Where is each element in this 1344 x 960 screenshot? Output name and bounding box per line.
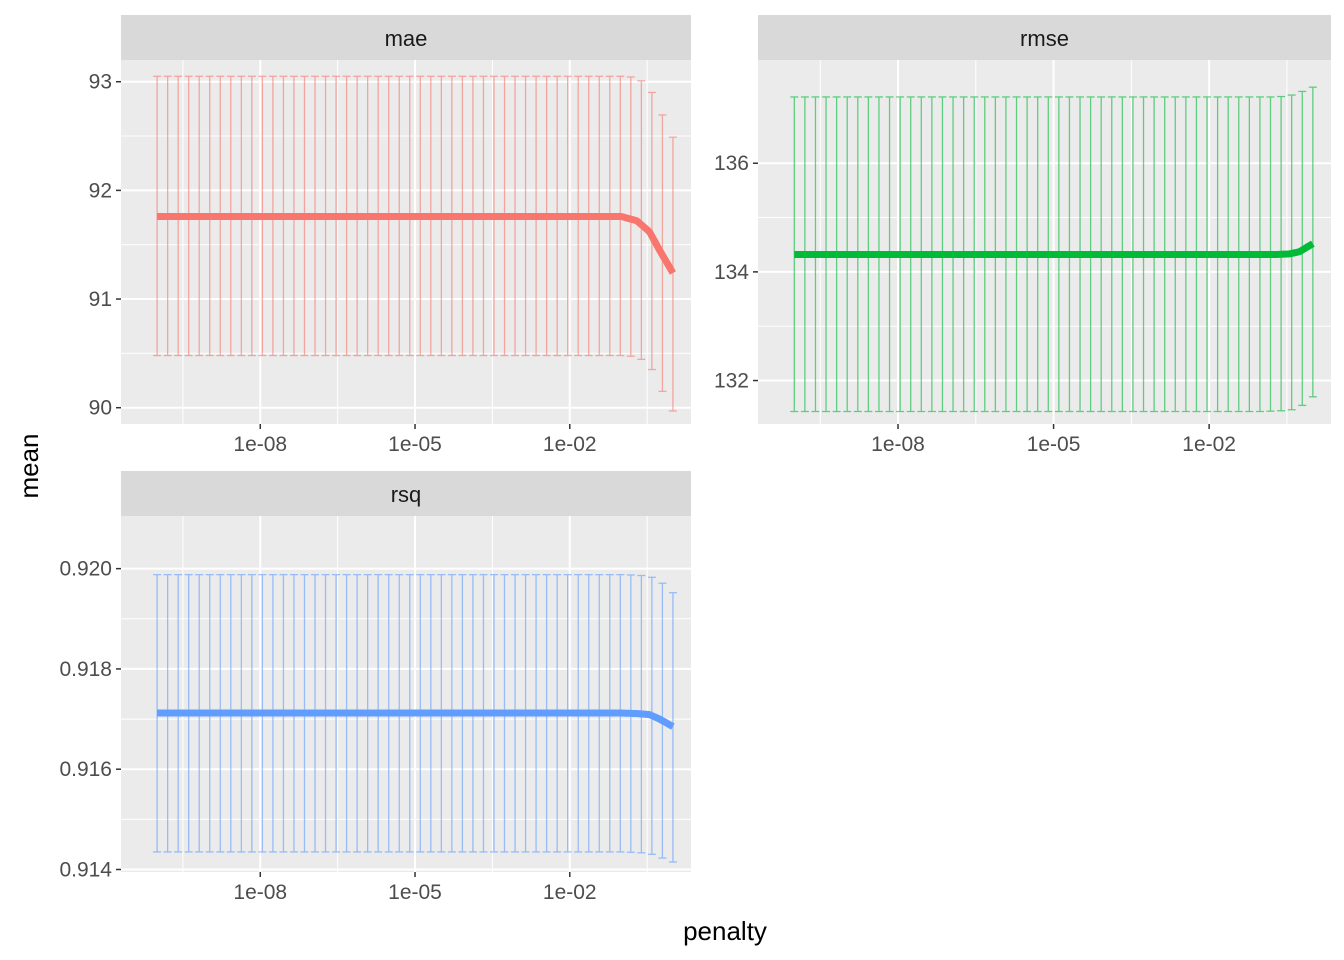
y-tick-label: 132 xyxy=(714,370,749,393)
y-tick-label: 0.916 xyxy=(59,758,112,781)
x-tick-label: 1e-02 xyxy=(1182,433,1236,456)
panel-rmse: rmse 132 134 136 1e-08 1e-05 1e-02 xyxy=(714,15,1331,456)
x-tick-label: 1e-08 xyxy=(871,433,925,456)
x-tick-label: 1e-05 xyxy=(388,881,442,904)
y-tick-label: 134 xyxy=(714,261,749,284)
facet-strip-label: rsq xyxy=(391,482,422,507)
y-tick-label: 0.920 xyxy=(59,558,112,581)
panel-background xyxy=(758,60,1331,424)
panel-background xyxy=(121,516,691,872)
errorbar-group xyxy=(153,574,677,863)
facet-strip xyxy=(121,471,691,516)
y-axis-title: mean xyxy=(14,433,44,498)
panel-rsq: rsq 0.914 0.916 0.918 0.920 1e-08 1e-05 1e-02 xyxy=(59,471,691,904)
y-tick-label: 136 xyxy=(714,152,749,175)
mean-line xyxy=(156,212,676,275)
y-tick-label: 0.918 xyxy=(59,658,112,681)
y-tick-label: 93 xyxy=(89,71,112,94)
facet-strip xyxy=(121,15,691,60)
x-tick-label: 1e-02 xyxy=(543,881,597,904)
mean-line xyxy=(156,709,675,730)
x-tick-label: 1e-08 xyxy=(233,433,287,456)
y-tick-label: 92 xyxy=(89,179,112,202)
x-tick-label: 1e-08 xyxy=(233,881,287,904)
x-axis-title: penalty xyxy=(683,916,767,946)
x-tick-label: 1e-05 xyxy=(1027,433,1081,456)
panel-background xyxy=(121,60,691,424)
x-tick-label: 1e-02 xyxy=(543,433,597,456)
y-tick-label: 90 xyxy=(89,397,112,420)
x-tick-label: 1e-05 xyxy=(388,433,442,456)
facet-strip-label: rmse xyxy=(1020,26,1069,51)
facet-strip xyxy=(758,15,1331,60)
facet-strip-label: mae xyxy=(385,26,428,51)
y-tick-label: 91 xyxy=(89,288,112,311)
mean-line xyxy=(793,240,1315,258)
panel-mae: mae 90 91 92 93 1e-08 1e-05 1e-02 xyxy=(89,15,691,456)
y-tick-label: 0.914 xyxy=(59,858,112,881)
